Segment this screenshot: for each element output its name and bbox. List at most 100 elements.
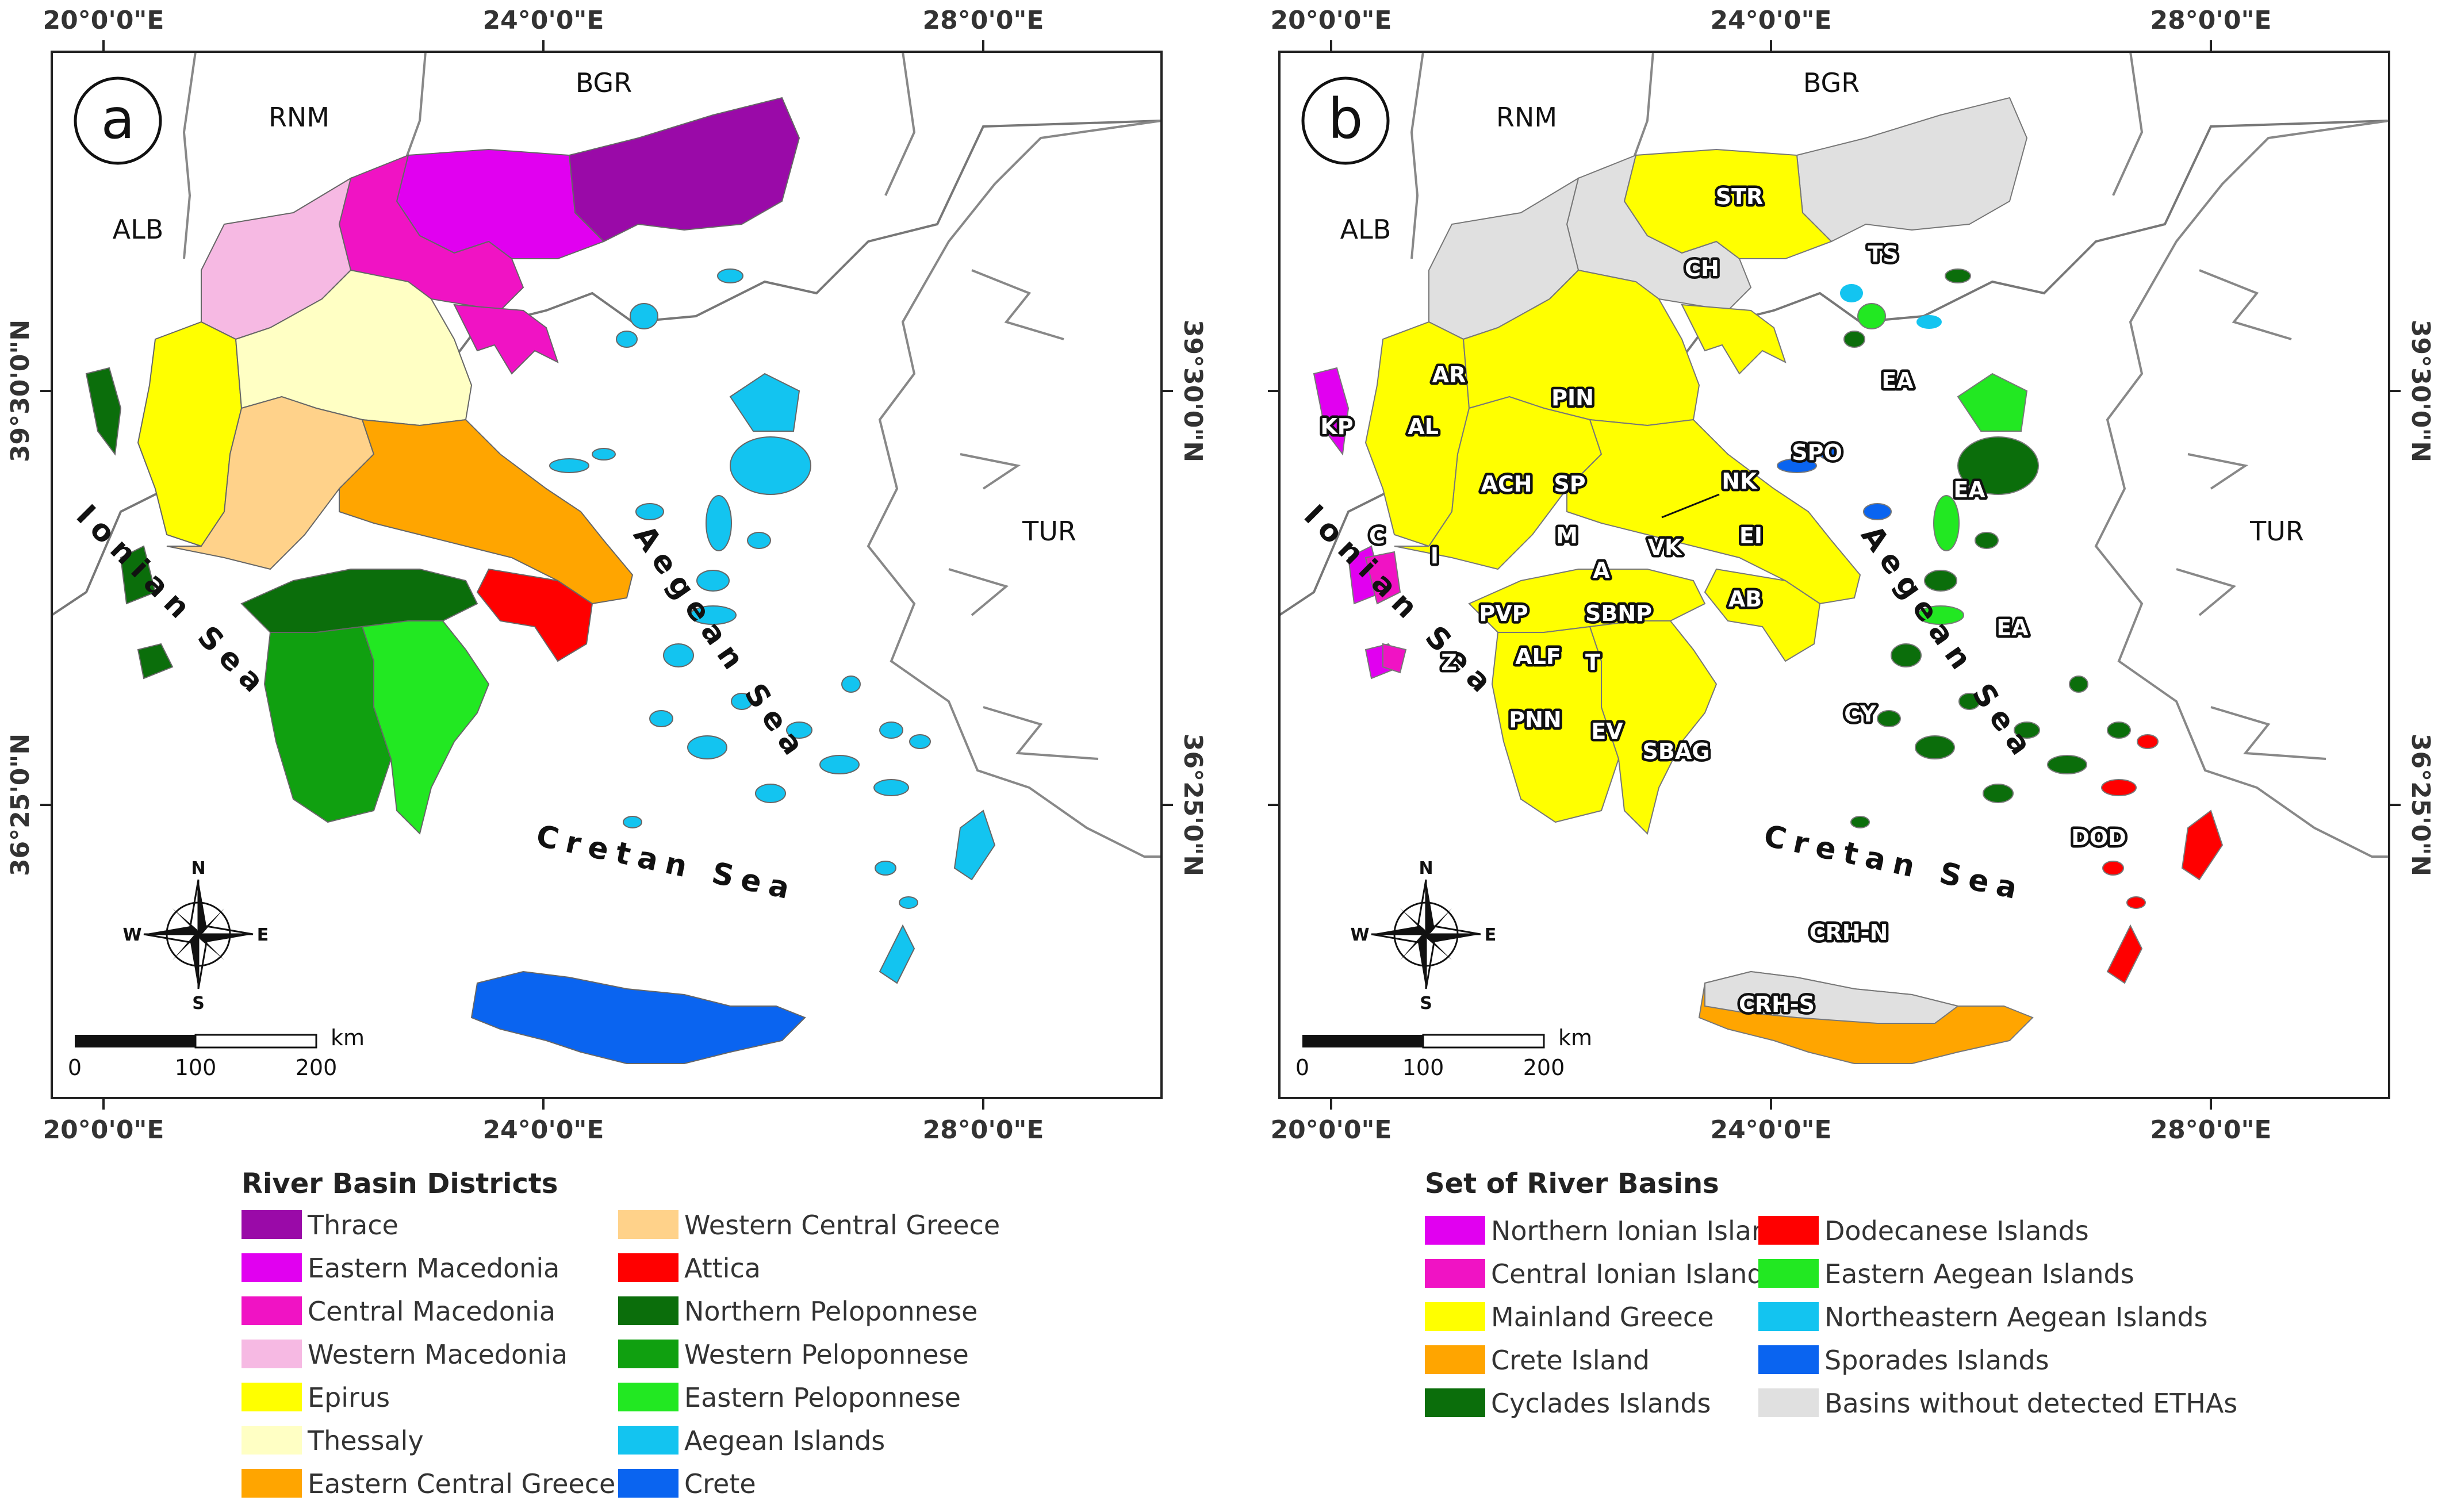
code-sbnp: SBNP: [1585, 601, 1652, 626]
coord-right-b-0: 39°30'0"N: [2406, 320, 2435, 462]
panel-label-circle-b: [1301, 76, 1390, 165]
legend-swatch: [1425, 1216, 1485, 1245]
legend-label: Mainland Greece: [1491, 1302, 1714, 1333]
code-nk: NK: [1722, 469, 1758, 494]
compass-e-a: E: [257, 925, 269, 945]
region-aegean-islands-dodecanese: [873, 734, 995, 984]
legend-label: Eastern Aegean Islands: [1824, 1258, 2134, 1290]
code-ev: EV: [1591, 719, 1623, 744]
coord-top-b-0: 20°0'0"E: [1271, 6, 1392, 35]
coord-bottom-a-0: 20°0'0"E: [43, 1115, 164, 1145]
code-pin: PIN: [1551, 385, 1594, 410]
legend-label: Crete: [684, 1468, 756, 1499]
legend-swatch: [1758, 1259, 1819, 1288]
legend-label: Thrace: [307, 1210, 398, 1241]
legend-label: Aegean Islands: [684, 1425, 885, 1456]
coord-bottom-a-2: 28°0'0"E: [923, 1115, 1044, 1145]
map-panel-a: 20°0'0"E 24°0'0"E 28°0'0"E 20°0'0"E 24°0…: [6, 6, 1208, 1145]
legend-b: Set of River Basins Northern Ionian Isla…: [1425, 1168, 2237, 1419]
coord-top-a-2: 28°0'0"E: [923, 6, 1044, 35]
map-frame-a: [51, 51, 1163, 1099]
basin-dodecanese: [2101, 734, 2223, 984]
legend-label: Sporades Islands: [1824, 1345, 2049, 1376]
scale-bar-a: 0 100 200 km: [68, 1025, 365, 1080]
coord-top-b-1: 24°0'0"E: [1711, 6, 1832, 35]
basin-code-labels: STR CH TS EA AR PIN KP AL SPO NK EA ACH …: [1318, 182, 2129, 1020]
legend-swatch: [1758, 1388, 1819, 1417]
legend-swatch: [241, 1340, 302, 1368]
code-sp: SP: [1554, 471, 1585, 497]
legend-swatch: [241, 1469, 302, 1498]
nk-leader-line: [1661, 493, 1720, 519]
code-al: AL: [1408, 414, 1439, 439]
coord-top-b-2: 28°0'0"E: [2150, 6, 2272, 35]
code-ab: AB: [1728, 586, 1762, 612]
legend-label: Basins without detected ETHAs: [1824, 1388, 2237, 1419]
code-dod: DOD: [2071, 825, 2126, 850]
ticks-a: [40, 40, 1173, 1110]
legend-swatch: [241, 1383, 302, 1411]
country-tur-b: TUR: [2249, 516, 2304, 547]
legend-swatch: [241, 1426, 302, 1455]
compass-s-a: S: [192, 993, 205, 1014]
coord-right-a-0: 39°30'0"N: [1178, 320, 1208, 462]
coord-bottom-b-1: 24°0'0"E: [1711, 1115, 1832, 1145]
coord-top-a-1: 24°0'0"E: [483, 6, 604, 35]
coord-right-b-1: 36°25'0"N: [2406, 734, 2435, 876]
panel-label-a: a: [101, 87, 135, 151]
legend-swatch: [1758, 1345, 1819, 1374]
legend-a: River Basin Districts Thrace Eastern Mace…: [241, 1168, 1000, 1499]
legend-label: Epirus: [308, 1382, 390, 1413]
coord-bottom-b-0: 20°0'0"E: [1271, 1115, 1392, 1145]
code-c: C: [1369, 523, 1385, 548]
code-z: Z: [1441, 650, 1457, 675]
panel-label-circle-a: [74, 76, 162, 165]
compass-e-b: E: [1485, 925, 1497, 945]
code-ea-2: EA: [1953, 477, 1985, 502]
legend-label: Northern Ionian Islands: [1491, 1215, 1799, 1246]
code-ei: EI: [1739, 523, 1762, 548]
legend-label: Eastern Central Greece: [308, 1468, 615, 1499]
country-alb-a: ALB: [113, 214, 164, 245]
legend-swatch: [1425, 1302, 1485, 1331]
legend-label: Eastern Macedonia: [308, 1253, 559, 1284]
legend-swatch: [1758, 1302, 1819, 1331]
code-crh-n: CRH-N: [1810, 920, 1888, 945]
compass-w-a: W: [122, 925, 141, 945]
legend-swatch: [241, 1210, 302, 1239]
legend-swatch: [618, 1426, 678, 1455]
country-rnm-a: RNM: [269, 102, 329, 133]
scale-label-a-0: 0: [68, 1055, 82, 1080]
country-tur-a: TUR: [1022, 516, 1076, 547]
code-sbag: SBAG: [1643, 739, 1710, 764]
scale-label-a-1: 100: [175, 1055, 217, 1080]
code-ts: TS: [1868, 241, 1898, 267]
coord-bottom-a-1: 24°0'0"E: [483, 1115, 604, 1145]
panel-label-b: b: [1328, 87, 1363, 151]
country-rnm-b: RNM: [1496, 102, 1557, 133]
code-ea-1: EA: [1881, 368, 1914, 393]
coord-left-a-0: 39°30'0"N: [6, 320, 35, 462]
map-panel-b: 20°0'0"E 24°0'0"E 28°0'0"E 20°0'0"E 24°0…: [1268, 6, 2435, 1145]
scale-unit-a: km: [331, 1025, 365, 1050]
legend-swatch: [241, 1296, 302, 1325]
legend-swatch: [618, 1253, 678, 1282]
code-t: T: [1585, 650, 1600, 675]
code-alf: ALF: [1515, 644, 1561, 669]
legend-swatch: [1425, 1388, 1485, 1417]
code-ach: ACH: [1481, 471, 1532, 497]
code-vk: VK: [1648, 535, 1682, 560]
compass-w-b: W: [1350, 925, 1369, 945]
legend-swatch: [618, 1383, 678, 1411]
legend-swatch: [1425, 1345, 1485, 1374]
scale-bar-b: 0 100 200 km: [1295, 1025, 1592, 1080]
ticks-b: [1268, 40, 2401, 1110]
region-crete: [471, 971, 806, 1064]
map-frame-b: [1278, 51, 2390, 1099]
sea-cretan-a: Cretan Sea: [533, 819, 800, 908]
code-crh-s: CRH-S: [1739, 992, 1815, 1017]
legend-title-b: Set of River Basins: [1425, 1168, 1719, 1200]
country-bgr-a: BGR: [576, 67, 632, 98]
code-ea-3: EA: [1996, 615, 2029, 640]
legend-swatch: [241, 1253, 302, 1282]
